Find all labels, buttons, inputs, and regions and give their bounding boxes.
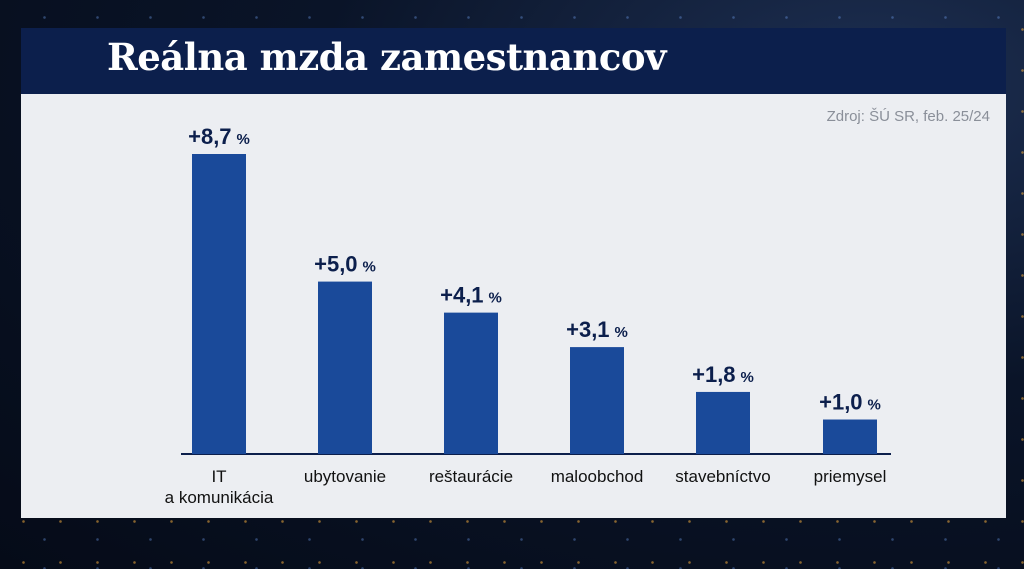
source-note: Zdroj: ŠÚ SR, feb. 25/24 — [826, 108, 990, 125]
value-label: +3,1% — [566, 317, 628, 342]
bar — [318, 281, 372, 454]
value-number: +1,0 — [819, 390, 862, 415]
category-label: maloobchod — [551, 467, 644, 486]
bar-chart: +8,7 % IT a komunikácia +5,0 % ubytovanie +4,1%… — [165, 124, 891, 507]
category-label: priemysel — [814, 467, 887, 486]
category-label: ubytovanie — [304, 467, 386, 486]
value-label: +8,7% — [188, 124, 250, 149]
value-label: +1,0% — [819, 390, 881, 415]
bar — [696, 391, 750, 454]
value-label: +1,8% — [692, 362, 754, 387]
title-bar: Reálna mzda zamestnancov — [21, 28, 1006, 94]
value-unit: % — [363, 259, 376, 276]
value-number: +4,1 — [440, 283, 483, 308]
category-label: IT — [211, 467, 226, 486]
value-unit: % — [868, 397, 881, 414]
value-number: +3,1 — [566, 317, 609, 342]
value-unit: % — [237, 131, 250, 148]
value-label: +5,0% — [314, 252, 376, 277]
value-unit: % — [489, 290, 502, 307]
value-number: +5,0 — [314, 252, 357, 277]
chart-panel: Zdroj: ŠÚ SR, feb. 25/24 +8,7% IT a komuni… — [21, 94, 1006, 518]
value-unit: % — [741, 369, 754, 386]
category-label: a komunikácia — [165, 488, 274, 507]
bar — [823, 419, 877, 454]
bar — [570, 347, 624, 454]
category-label: stavebníctvo — [675, 467, 770, 486]
bar — [444, 312, 498, 454]
bar — [192, 154, 246, 454]
value-number: +1,8 — [692, 362, 735, 387]
value-unit: % — [615, 324, 628, 341]
category-label: reštaurácie — [429, 467, 513, 486]
value-number: +8,7 — [188, 124, 231, 149]
chart-title: Reálna mzda zamestnancov — [107, 35, 667, 79]
value-label: +4,1% — [440, 283, 502, 308]
